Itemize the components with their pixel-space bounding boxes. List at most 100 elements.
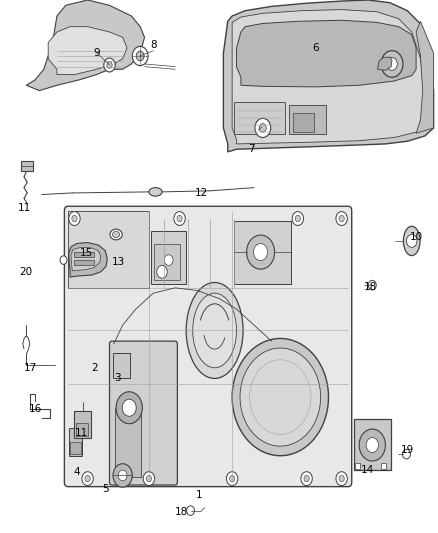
Circle shape bbox=[164, 255, 173, 265]
Circle shape bbox=[366, 438, 378, 453]
Circle shape bbox=[136, 51, 144, 61]
Ellipse shape bbox=[110, 229, 122, 240]
Circle shape bbox=[339, 475, 344, 482]
Text: 15: 15 bbox=[80, 248, 93, 258]
Text: 8: 8 bbox=[150, 41, 157, 50]
Text: 6: 6 bbox=[312, 43, 319, 53]
Ellipse shape bbox=[113, 231, 120, 238]
Text: 16: 16 bbox=[29, 405, 42, 414]
Bar bbox=[115, 408, 141, 477]
Circle shape bbox=[336, 212, 347, 225]
Polygon shape bbox=[48, 27, 127, 75]
Circle shape bbox=[226, 472, 238, 486]
Text: 17: 17 bbox=[24, 363, 37, 373]
Text: 3: 3 bbox=[114, 374, 121, 383]
Ellipse shape bbox=[193, 293, 237, 368]
Text: 14: 14 bbox=[361, 465, 374, 475]
Bar bbox=[289, 105, 326, 134]
Polygon shape bbox=[223, 0, 434, 152]
Bar bbox=[234, 221, 291, 284]
Circle shape bbox=[339, 215, 344, 222]
Circle shape bbox=[292, 212, 304, 225]
Polygon shape bbox=[237, 20, 416, 87]
Ellipse shape bbox=[186, 282, 243, 378]
Circle shape bbox=[174, 212, 185, 225]
Circle shape bbox=[230, 475, 235, 482]
Circle shape bbox=[368, 280, 376, 290]
Bar bbox=[113, 353, 130, 378]
Circle shape bbox=[381, 51, 403, 77]
Circle shape bbox=[387, 58, 397, 70]
FancyBboxPatch shape bbox=[64, 206, 352, 487]
Circle shape bbox=[247, 235, 275, 269]
Circle shape bbox=[304, 475, 309, 482]
Bar bbox=[21, 161, 33, 171]
Text: 7: 7 bbox=[248, 144, 255, 154]
Circle shape bbox=[295, 215, 300, 222]
Ellipse shape bbox=[149, 188, 162, 196]
Text: 10: 10 bbox=[410, 232, 423, 242]
Text: 11: 11 bbox=[74, 428, 88, 438]
Circle shape bbox=[116, 392, 142, 424]
Polygon shape bbox=[232, 10, 425, 144]
Circle shape bbox=[72, 215, 77, 222]
Circle shape bbox=[157, 265, 167, 278]
Circle shape bbox=[122, 399, 136, 416]
Text: 4: 4 bbox=[73, 467, 80, 477]
Circle shape bbox=[406, 235, 417, 247]
Bar bbox=[293, 113, 314, 132]
Bar bbox=[74, 411, 91, 438]
Polygon shape bbox=[69, 243, 107, 277]
Polygon shape bbox=[416, 21, 434, 133]
Text: 2: 2 bbox=[91, 363, 98, 373]
Circle shape bbox=[403, 449, 410, 459]
Circle shape bbox=[187, 506, 194, 515]
Polygon shape bbox=[378, 57, 392, 70]
Bar bbox=[381, 463, 386, 469]
Text: 9: 9 bbox=[93, 49, 100, 58]
Circle shape bbox=[255, 118, 271, 138]
Polygon shape bbox=[68, 211, 149, 288]
Text: 18: 18 bbox=[175, 507, 188, 516]
Circle shape bbox=[60, 256, 67, 264]
Circle shape bbox=[301, 472, 312, 486]
Polygon shape bbox=[26, 0, 145, 91]
Circle shape bbox=[240, 348, 321, 446]
Ellipse shape bbox=[403, 226, 420, 256]
Circle shape bbox=[254, 244, 268, 261]
Circle shape bbox=[82, 472, 93, 486]
Circle shape bbox=[336, 472, 347, 486]
Text: 18: 18 bbox=[364, 282, 377, 292]
Bar bbox=[154, 244, 180, 280]
Circle shape bbox=[143, 472, 155, 486]
Bar bbox=[234, 102, 285, 134]
Polygon shape bbox=[71, 247, 101, 271]
Circle shape bbox=[69, 212, 80, 225]
Text: 11: 11 bbox=[18, 203, 31, 213]
Circle shape bbox=[359, 429, 385, 461]
Text: 5: 5 bbox=[102, 484, 109, 494]
Bar bbox=[70, 442, 81, 454]
Circle shape bbox=[113, 464, 132, 487]
FancyBboxPatch shape bbox=[110, 341, 177, 485]
Text: 13: 13 bbox=[112, 257, 125, 267]
Bar bbox=[74, 260, 94, 265]
Circle shape bbox=[177, 215, 182, 222]
Text: 1: 1 bbox=[196, 490, 203, 499]
Circle shape bbox=[232, 338, 328, 456]
Text: 12: 12 bbox=[195, 188, 208, 198]
Circle shape bbox=[104, 58, 115, 72]
Circle shape bbox=[259, 124, 266, 132]
Bar bbox=[354, 419, 391, 470]
Bar bbox=[69, 428, 82, 456]
Bar bbox=[74, 252, 94, 257]
Bar bbox=[151, 231, 186, 284]
Circle shape bbox=[85, 475, 90, 482]
Bar bbox=[76, 423, 88, 436]
Circle shape bbox=[118, 470, 127, 481]
Circle shape bbox=[107, 62, 112, 68]
Text: 19: 19 bbox=[401, 446, 414, 455]
Circle shape bbox=[132, 46, 148, 66]
Circle shape bbox=[146, 475, 152, 482]
Bar bbox=[355, 463, 360, 469]
